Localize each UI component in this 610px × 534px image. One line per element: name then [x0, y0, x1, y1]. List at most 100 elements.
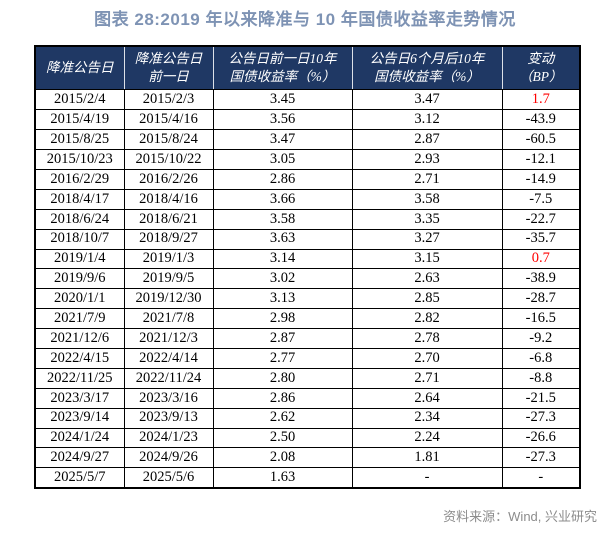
table-row: 2018/4/17 2018/4/16 3.66 3.58 -7.5	[34, 188, 581, 210]
cell-yield-after: 3.58	[351, 188, 503, 210]
cell-yield-before: 2.80	[212, 367, 353, 389]
table-row: 2022/4/15 2022/4/14 2.77 2.70 -6.8	[34, 348, 581, 369]
cell-prev-day: 2019/1/3	[123, 248, 214, 270]
cell-yield-after: 2.64	[351, 387, 503, 409]
cell-announce-date: 2015/4/19	[34, 109, 125, 131]
cell-change-bp: 0.7	[501, 248, 581, 270]
cell-announce-date: 2020/1/1	[34, 288, 125, 310]
col-header-yield-after: 公告日6个月后10年 国债收益率（%）	[352, 46, 503, 91]
cell-yield-after: 1.81	[351, 447, 503, 469]
cell-prev-day: 2022/11/24	[123, 367, 214, 389]
table-row: 2020/1/1 2019/12/30 3.13 2.85 -28.7	[34, 288, 581, 310]
cell-prev-day: 2018/6/21	[123, 208, 214, 230]
cell-yield-after: 2.78	[351, 328, 503, 350]
cell-yield-after: 2.63	[351, 268, 503, 290]
cell-announce-date: 2025/5/7	[34, 467, 125, 489]
cell-yield-after: 2.93	[351, 149, 503, 170]
cell-change-bp: -43.9	[501, 109, 581, 131]
cell-change-bp: -27.3	[501, 447, 581, 469]
cell-yield-before: 2.86	[212, 387, 353, 409]
cell-yield-before: 2.87	[212, 328, 353, 350]
cell-yield-after: 2.85	[351, 288, 503, 310]
cell-announce-date: 2024/9/27	[34, 447, 125, 469]
cell-prev-day: 2021/12/3	[123, 328, 214, 350]
cell-prev-day: 2018/9/27	[123, 228, 214, 250]
table-row: 2024/1/24 2024/1/23 2.50 2.24 -26.6	[34, 427, 581, 449]
cell-yield-after: 3.15	[351, 248, 503, 270]
rrr-cut-yield-table: 降准公告日 降准公告日 前一日 公告日前一日10年 国债收益率（%） 公告日6个…	[34, 45, 581, 490]
table-row: 2024/9/27 2024/9/26 2.08 1.81 -27.3	[34, 447, 581, 469]
cell-prev-day: 2019/12/30	[123, 288, 214, 310]
cell-announce-date: 2022/11/25	[34, 367, 125, 389]
cell-yield-before: 3.63	[212, 228, 353, 250]
cell-yield-before: 2.77	[212, 348, 353, 369]
table-row: 2021/12/6 2021/12/3 2.87 2.78 -9.2	[34, 328, 581, 350]
cell-yield-before: 3.13	[212, 288, 353, 310]
col-header-announce-date: 降准公告日	[35, 46, 125, 91]
cell-announce-date: 2021/7/9	[34, 308, 125, 330]
cell-yield-before: 3.14	[212, 248, 353, 270]
cell-announce-date: 2018/10/7	[34, 228, 125, 250]
cell-announce-date: 2018/4/17	[34, 188, 125, 210]
table-row: 2022/11/25 2022/11/24 2.80 2.71 -8.8	[34, 367, 581, 389]
cell-announce-date: 2024/1/24	[34, 427, 125, 449]
cell-prev-day: 2021/7/8	[123, 308, 214, 330]
cell-prev-day: 2025/5/6	[123, 467, 214, 489]
cell-announce-date: 2015/8/25	[34, 129, 125, 151]
table-row: 2015/10/23 2015/10/22 3.05 2.93 -12.1	[34, 149, 581, 170]
cell-change-bp: -35.7	[501, 228, 581, 250]
cell-change-bp: -7.5	[501, 188, 581, 210]
table-row: 2018/6/24 2018/6/21 3.58 3.35 -22.7	[34, 208, 581, 230]
cell-yield-before: 2.62	[212, 407, 353, 429]
cell-yield-after: 3.35	[351, 208, 503, 230]
table-row: 2019/9/6 2019/9/5 3.02 2.63 -38.9	[34, 268, 581, 290]
col-header-change-bp: 变动 （BP）	[502, 46, 580, 91]
cell-change-bp: -26.6	[501, 427, 581, 449]
cell-prev-day: 2022/4/14	[123, 348, 214, 369]
table-row: 2023/3/17 2023/3/16 2.86 2.64 -21.5	[34, 387, 581, 409]
cell-yield-after: 2.24	[351, 427, 503, 449]
cell-prev-day: 2019/9/5	[123, 268, 214, 290]
cell-announce-date: 2022/4/15	[34, 348, 125, 369]
cell-change-bp: -22.7	[501, 208, 581, 230]
cell-change-bp: 1.7	[501, 89, 581, 111]
source-note: 资料来源：Wind, 兴业研究	[443, 509, 597, 524]
cell-yield-before: 3.47	[212, 129, 353, 151]
col-header-prev-day: 降准公告日 前一日	[124, 46, 214, 91]
cell-yield-before: 3.05	[212, 149, 353, 170]
cell-prev-day: 2015/2/3	[123, 89, 214, 111]
table-row: 2015/2/4 2015/2/3 3.45 3.47 1.7	[34, 89, 581, 111]
table-row: 2015/4/19 2015/4/16 3.56 3.12 -43.9	[34, 109, 581, 131]
cell-yield-after: 2.71	[351, 169, 503, 190]
table-header-row: 降准公告日 降准公告日 前一日 公告日前一日10年 国债收益率（%） 公告日6个…	[35, 46, 580, 91]
table-row: 2018/10/7 2018/9/27 3.63 3.27 -35.7	[34, 228, 581, 250]
cell-announce-date: 2021/12/6	[34, 328, 125, 350]
cell-change-bp: -14.9	[501, 169, 581, 190]
cell-prev-day: 2023/3/16	[123, 387, 214, 409]
figure-title: 图表 28:2019 年以来降准与 10 年国债收益率走势情况	[94, 10, 516, 29]
cell-announce-date: 2019/9/6	[34, 268, 125, 290]
cell-yield-before: 1.63	[212, 467, 353, 489]
cell-prev-day: 2016/2/26	[123, 169, 214, 190]
cell-yield-after: 2.71	[351, 367, 503, 389]
cell-change-bp: -	[501, 467, 581, 489]
table-row: 2021/7/9 2021/7/8 2.98 2.82 -16.5	[34, 308, 581, 330]
cell-yield-before: 2.86	[212, 169, 353, 190]
cell-prev-day: 2015/4/16	[123, 109, 214, 131]
cell-prev-day: 2018/4/16	[123, 188, 214, 210]
cell-yield-before: 3.58	[212, 208, 353, 230]
cell-change-bp: -6.8	[501, 348, 581, 369]
cell-yield-after: -	[351, 467, 503, 489]
cell-yield-after: 3.12	[351, 109, 503, 131]
cell-change-bp: -21.5	[501, 387, 581, 409]
cell-prev-day: 2024/1/23	[123, 427, 214, 449]
table-row: 2019/1/4 2019/1/3 3.14 3.15 0.7	[34, 248, 581, 270]
table-row: 2015/8/25 2015/8/24 3.47 2.87 -60.5	[34, 129, 581, 151]
cell-change-bp: -27.3	[501, 407, 581, 429]
cell-yield-after: 2.82	[351, 308, 503, 330]
cell-change-bp: -28.7	[501, 288, 581, 310]
table-body: 2015/2/4 2015/2/3 3.45 3.47 1.7 2015/4/19 2015…	[34, 89, 581, 489]
table-row: 2025/5/7 2025/5/6 1.63- -	[34, 467, 581, 489]
cell-prev-day: 2023/9/13	[123, 407, 214, 429]
